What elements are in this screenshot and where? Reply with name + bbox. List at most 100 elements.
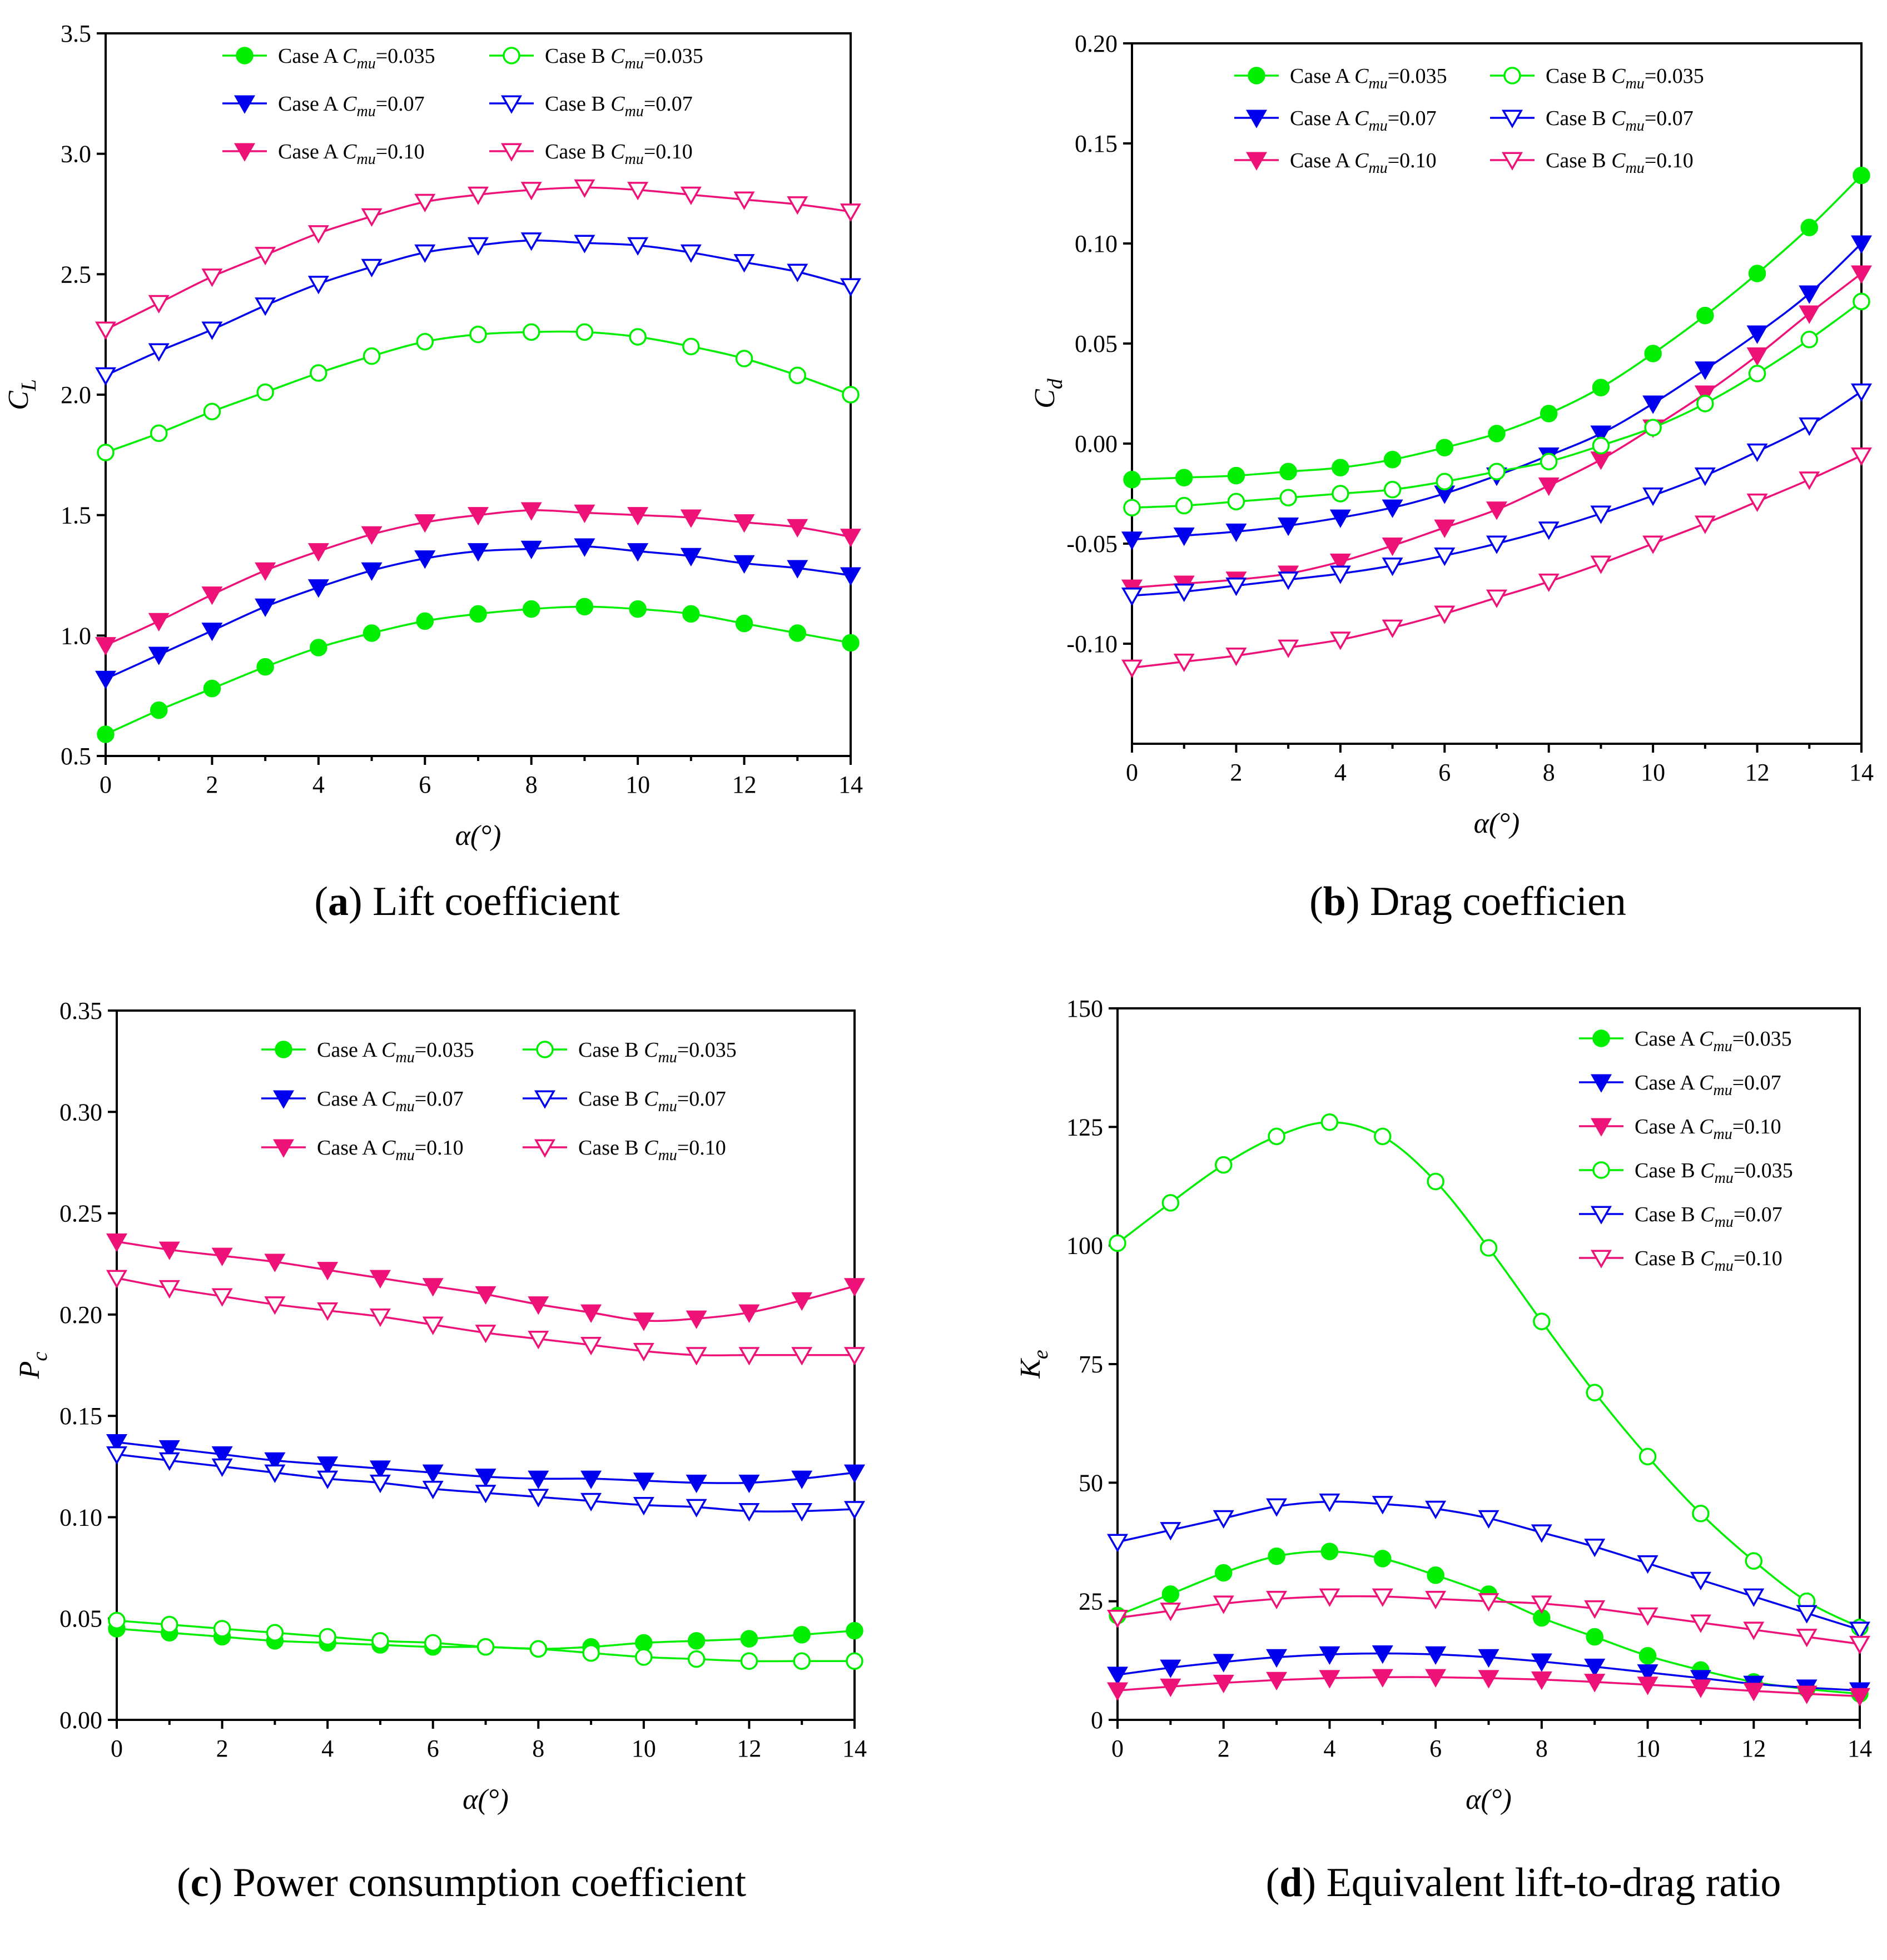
data-point [1743,1588,1765,1607]
y-tick-label: 150 [1066,995,1103,1022]
data-point [1213,1654,1234,1673]
data-point [580,1470,602,1489]
data-point [682,337,700,356]
data-point [1372,1496,1393,1515]
data-point [361,526,383,545]
data-point [1746,347,1768,366]
data-point [846,1652,863,1670]
y-axis-subscript: c [28,1352,52,1361]
data-point [1319,1588,1340,1607]
data-point [1592,436,1610,455]
data-point [1279,462,1297,481]
data-point [256,658,274,676]
data-point [1690,1679,1711,1698]
legend-item: Case B Cmu=0.07 [1579,1203,1782,1231]
data-point [1383,451,1402,469]
series-d-b-5 [1106,1588,1871,1655]
data-point [1374,1127,1392,1146]
data-point [1319,1646,1340,1665]
caption-c-text: Power consumption coefficient [232,1860,747,1906]
data-point [840,567,862,586]
data-point [1266,1649,1288,1668]
data-point [1531,1671,1552,1690]
data-point [362,347,381,365]
y-tick-label: 0.20 [1075,30,1118,57]
data-point [793,1652,811,1670]
data-point [317,1262,339,1281]
data-point [362,624,381,642]
data-point [108,1611,126,1630]
data-point [1637,1607,1658,1626]
data-point [1279,489,1297,506]
legend-label: Case B Cmu=0.035 [1635,1159,1793,1187]
series-line [1131,242,1863,541]
data-point [687,1650,706,1668]
x-axis-title-d: α(°) [1466,1784,1512,1815]
data-point [1638,1447,1657,1466]
data-point [686,1499,707,1518]
legend-b: Case A Cmu=0.035 Case A Cmu=0.07 Case A Cm… [1234,64,1704,177]
y-tick-label: 1.0 [61,622,91,649]
legend-marker [503,47,520,64]
data-point [106,1434,128,1453]
x-tick-label: 0 [1111,1735,1124,1762]
data-point [1374,1550,1392,1568]
caption-a-letter: a [328,879,349,924]
data-point [1696,306,1714,325]
data-point [95,637,117,656]
y-tick-label: 0.25 [59,1200,102,1227]
data-point [1799,305,1820,324]
y-axis-title-b: Cd [1029,378,1067,409]
data-point [842,634,860,652]
series-line [105,509,851,646]
data-point [264,1452,286,1471]
x-tick-label: 2 [1230,759,1242,786]
data-point [529,1640,548,1658]
y-axis-subscript: L [17,379,41,391]
data-point [416,612,434,630]
data-point [787,519,808,538]
legend-marker [234,143,256,162]
data-point [580,1336,602,1356]
data-point [148,646,170,665]
legend-marker [1590,1250,1612,1268]
data-point [1540,452,1558,471]
data-point [1268,1127,1285,1146]
data-point [1175,496,1193,515]
caption-c: (c) Power consumption coefficient [176,1860,747,1906]
data-point [520,232,542,251]
data-point [520,540,542,560]
data-point [203,679,221,698]
data-point [738,1347,760,1366]
data-point [319,1628,336,1646]
data-point [1690,1670,1711,1689]
data-point [1478,1593,1499,1612]
data-point [469,605,487,623]
x-tick-label: 10 [632,1735,656,1762]
legend-item: Case A Cmu=0.035 [261,1038,474,1066]
data-point [574,504,595,524]
data-point [575,598,594,616]
data-point [633,1497,654,1516]
data-point [842,386,860,404]
series-d-a-2 [1106,1669,1871,1707]
data-point [158,1452,180,1471]
data-point [1584,1538,1606,1558]
data-point [788,624,807,642]
caption-d-text: Equivalent lift-to-drag ratio [1326,1860,1781,1906]
legend-label: Case A Cmu=0.07 [1290,107,1437,135]
legend-marker [1590,1206,1612,1225]
x-tick-label: 14 [842,1735,867,1762]
y-tick-label: 2.0 [61,381,91,409]
data-point [95,367,117,386]
data-point [1849,1621,1871,1640]
data-point [733,514,755,533]
data-point [414,193,436,213]
data-point [733,191,755,210]
x-tick-label: 4 [1323,1735,1335,1762]
data-point [475,1286,496,1305]
x-axis-title-c: α(°) [463,1784,509,1815]
legend-marker [1590,1118,1612,1137]
legend-item: Case B Cmu=0.035 [523,1038,737,1066]
data-point [1486,589,1508,608]
